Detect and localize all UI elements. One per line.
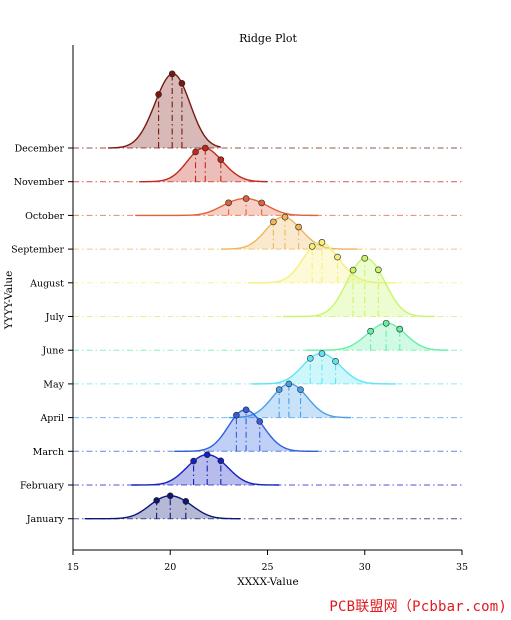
y-tick-label: July: [45, 312, 65, 323]
quantile-marker: [166, 492, 174, 500]
quantile-marker: [270, 218, 277, 226]
quantile-marker: [168, 70, 176, 78]
quantile-marker: [375, 266, 382, 274]
density-area: [139, 147, 268, 182]
quantile-marker: [155, 91, 162, 98]
ridge-january: [73, 492, 462, 520]
ridge-march: [73, 406, 462, 452]
ridge-july: [73, 254, 462, 318]
quantile-marker: [217, 156, 225, 163]
ridge-october: [73, 195, 462, 217]
density-curve: [283, 257, 435, 318]
y-tick-label: January: [26, 514, 65, 525]
density-area: [174, 409, 319, 452]
density-area: [306, 323, 449, 351]
quantile-marker: [367, 327, 374, 335]
density-area: [251, 353, 396, 384]
y-tick-label: November: [14, 177, 65, 188]
x-tick-label: 35: [456, 562, 468, 573]
ridge-may: [73, 350, 462, 385]
x-tick-label: 30: [359, 562, 371, 573]
watermark-text: PCB联盟网（Pcbbar.com): [329, 599, 507, 615]
quantile-marker: [242, 195, 250, 202]
y-tick-label: August: [29, 278, 64, 289]
y-tick-label: September: [11, 245, 64, 256]
quantile-marker: [349, 266, 357, 274]
y-ticks: January February March April May June July Augu…: [11, 144, 73, 525]
x-axis-label: XXXX-Value: [237, 576, 299, 588]
density-area: [131, 454, 280, 485]
ridge-june: [73, 319, 462, 351]
quantile-marker: [334, 253, 341, 261]
quantile-marker: [233, 411, 240, 419]
quantile-marker: [242, 406, 250, 414]
y-tick-label: December: [15, 144, 65, 155]
quantile-marker: [203, 451, 211, 458]
ridge-december: [73, 70, 462, 149]
ridge-november: [73, 144, 462, 183]
x-ticks: 15 20 25 30 35: [67, 550, 468, 573]
density-area: [108, 73, 221, 148]
quantile-marker: [318, 239, 326, 246]
y-tick-label: May: [43, 379, 64, 390]
quantile-marker: [318, 350, 326, 357]
quantile-marker: [217, 457, 225, 465]
quantile-marker: [258, 199, 265, 207]
quantile-marker: [396, 325, 404, 333]
chart-title: Ridge Plot: [239, 32, 297, 45]
quantile-marker: [182, 498, 190, 505]
quantile-marker: [332, 357, 339, 365]
y-axis-label: YYYY-Value: [3, 271, 15, 331]
quantile-marker: [308, 243, 316, 250]
quantile-marker: [285, 380, 293, 388]
x-tick-label: 20: [164, 562, 176, 573]
density-area: [283, 258, 435, 317]
quantile-marker: [178, 80, 186, 87]
density-curve: [220, 216, 357, 250]
y-tick-label: June: [41, 346, 64, 357]
density-area: [248, 242, 396, 283]
quantile-marker: [297, 386, 304, 394]
ridge-september: [73, 213, 462, 250]
quantile-marker: [281, 213, 289, 221]
ridge-february: [73, 451, 462, 486]
quantile-marker: [275, 386, 283, 393]
density-area: [220, 216, 357, 250]
quantile-marker: [225, 199, 232, 207]
ridge-april: [73, 380, 462, 419]
density-area: [228, 383, 352, 418]
density-area: [84, 495, 241, 519]
quantile-marker: [153, 497, 160, 504]
quantile-marker: [201, 144, 209, 152]
y-tick-label: October: [25, 211, 64, 222]
quantile-marker: [382, 319, 390, 327]
quantile-marker: [306, 354, 314, 362]
quantile-marker: [192, 148, 199, 156]
plot-area: [73, 70, 462, 520]
ridge-august: [73, 239, 462, 284]
density-curve: [108, 73, 221, 149]
quantile-marker: [256, 418, 264, 425]
quantile-marker: [190, 457, 197, 465]
y-tick-label: April: [39, 413, 64, 424]
density-area: [135, 198, 319, 216]
y-tick-label: March: [33, 447, 64, 458]
density-curve: [306, 322, 449, 351]
quantile-marker: [295, 223, 302, 231]
x-tick-label: 15: [67, 562, 79, 573]
x-tick-label: 25: [261, 562, 273, 573]
y-tick-label: February: [20, 481, 65, 492]
quantile-marker: [361, 254, 369, 262]
density-curve: [84, 495, 241, 520]
